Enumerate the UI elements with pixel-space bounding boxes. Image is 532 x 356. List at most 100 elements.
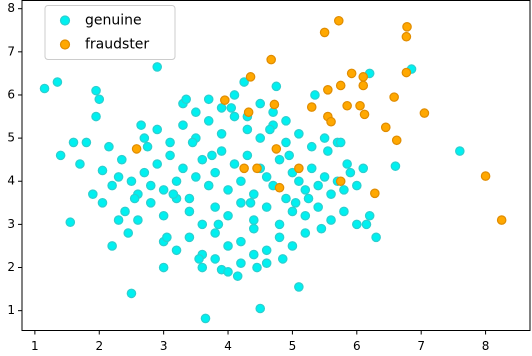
point [352, 219, 362, 230]
point [326, 215, 336, 225]
point [123, 228, 134, 238]
point [165, 150, 175, 161]
point [319, 27, 330, 38]
point [91, 85, 101, 96]
point [207, 150, 217, 161]
point [271, 144, 282, 154]
point [300, 210, 311, 221]
point [345, 167, 356, 178]
point [391, 135, 402, 146]
point [248, 189, 259, 199]
point [245, 72, 256, 82]
point [252, 262, 262, 273]
point [294, 282, 304, 292]
point [184, 193, 195, 204]
point [323, 146, 333, 156]
point [326, 189, 336, 199]
x-tick-label: 7 [417, 339, 425, 353]
point [339, 185, 349, 195]
point [39, 83, 50, 94]
point [371, 232, 381, 243]
x-tick-label: 5 [289, 339, 297, 353]
x-tick-label: 2 [95, 339, 103, 353]
point [229, 159, 240, 169]
point [255, 98, 266, 109]
point [223, 267, 233, 277]
point [242, 150, 253, 161]
point [313, 180, 323, 191]
point [261, 172, 272, 182]
point [306, 163, 317, 174]
point [261, 245, 272, 256]
point [197, 262, 208, 273]
point [261, 258, 272, 269]
legend-marker [59, 15, 71, 26]
point [75, 159, 85, 169]
point [269, 99, 280, 110]
point [120, 206, 130, 217]
point [107, 180, 117, 191]
point [358, 72, 369, 82]
point [220, 95, 230, 105]
point [390, 161, 401, 171]
point [191, 172, 201, 182]
point [203, 180, 214, 191]
point [310, 90, 320, 100]
point [294, 163, 304, 174]
point [162, 232, 172, 243]
point [364, 210, 375, 221]
point [294, 176, 304, 187]
point [333, 15, 344, 26]
point [300, 228, 311, 238]
point [129, 193, 140, 204]
point [142, 141, 153, 152]
point [158, 262, 169, 273]
point [216, 103, 227, 113]
point [88, 189, 98, 199]
point [91, 111, 101, 122]
point [236, 258, 246, 269]
legend-box [44, 5, 176, 60]
point [361, 219, 372, 230]
point [380, 122, 391, 133]
point [339, 206, 349, 217]
point [274, 154, 285, 165]
point [306, 102, 317, 112]
point [277, 254, 288, 264]
point [210, 167, 220, 178]
point [229, 111, 240, 122]
y-tick-label: 6 [7, 87, 15, 101]
point [455, 146, 465, 156]
point [210, 228, 220, 238]
point [248, 215, 259, 225]
point [352, 180, 362, 191]
point [236, 236, 246, 247]
point [203, 116, 214, 126]
point [171, 245, 182, 256]
point [168, 189, 179, 199]
point [346, 68, 357, 79]
point [326, 116, 336, 127]
point [116, 154, 127, 165]
point [165, 137, 175, 148]
point [223, 210, 233, 221]
point [281, 137, 291, 148]
point [316, 223, 327, 234]
point [287, 206, 298, 217]
point [113, 215, 124, 225]
point [313, 202, 323, 212]
point [178, 163, 188, 174]
point [55, 150, 66, 161]
y-tick-label: 8 [7, 1, 15, 15]
point [152, 159, 163, 169]
point [126, 288, 137, 299]
point [178, 120, 188, 130]
point [223, 241, 233, 251]
point [306, 141, 317, 152]
point [152, 124, 163, 135]
point [370, 188, 380, 199]
point [358, 80, 369, 91]
x-tick-label: 6 [353, 339, 361, 353]
point [152, 62, 163, 72]
